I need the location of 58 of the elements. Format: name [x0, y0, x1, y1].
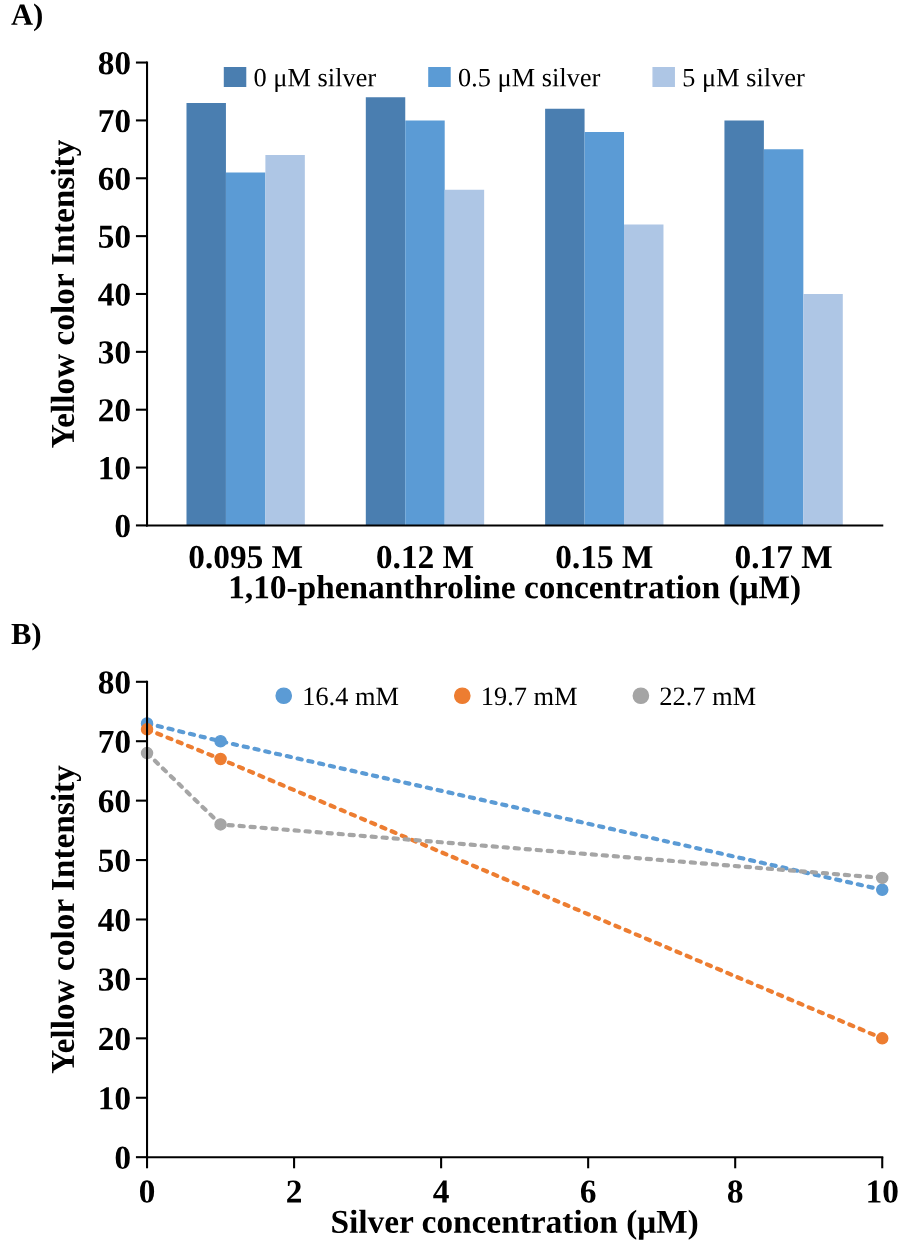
point — [214, 752, 227, 766]
y-tick-label: 20 — [99, 1027, 130, 1051]
bar — [225, 172, 266, 526]
legend-label: 5 μM silver — [683, 67, 805, 92]
legend-label: 19.7 mM — [483, 687, 577, 706]
bar — [365, 97, 406, 526]
x-tick-label: 10 — [868, 1180, 898, 1203]
x-tick-label: 0.15 M — [556, 545, 653, 569]
bar — [584, 131, 625, 526]
x-tick-label: 4 — [433, 1180, 449, 1203]
point — [875, 1032, 889, 1045]
legend-label: 0 μM silver — [254, 67, 376, 92]
y-tick-label: 70 — [99, 109, 130, 133]
bar — [545, 108, 585, 526]
chart-title: B) — [11, 622, 41, 651]
x-tick-label: 0.12 M — [377, 545, 474, 569]
y-axis-title: Yellow color Intensity — [50, 139, 82, 448]
y-tick-label: 40 — [98, 908, 130, 932]
y-tick-label: 0 — [115, 1146, 130, 1170]
y-tick-label: 30 — [98, 968, 130, 991]
point — [214, 734, 227, 748]
y-axis-title: Yellow color Intensity — [50, 765, 82, 1074]
chart-title: A) — [11, 3, 42, 32]
x-axis-title: Silver concentration (μM) — [332, 1209, 698, 1240]
y-tick-label: 20 — [99, 399, 130, 422]
y-tick-label: 80 — [98, 671, 130, 694]
y-tick-label: 50 — [99, 225, 130, 249]
y-tick-label: 80 — [98, 51, 130, 75]
y-tick-label: 10 — [100, 1087, 130, 1110]
y-tick-label: 60 — [98, 790, 130, 813]
y-tick-label: 0 — [115, 514, 130, 538]
point — [875, 871, 889, 885]
y-tick-label: 50 — [99, 849, 130, 872]
x-tick-label: 8 — [727, 1180, 743, 1203]
bar — [763, 149, 804, 526]
bar — [803, 293, 843, 526]
bar — [444, 189, 485, 526]
point — [875, 883, 889, 897]
legend-label: 0.5 μM silver — [458, 67, 601, 92]
x-tick-label: 2 — [287, 1180, 301, 1203]
x-tick-label: 0.17 M — [735, 545, 832, 569]
bar — [624, 224, 664, 526]
point — [214, 818, 227, 831]
legend-label: 16.4 mM — [304, 687, 399, 706]
y-tick-label: 70 — [99, 730, 130, 754]
bar — [186, 103, 226, 526]
y-tick-label: 10 — [100, 456, 130, 480]
x-tick-label: 0 — [139, 1180, 155, 1203]
x-tick-label: 6 — [580, 1180, 596, 1203]
legend-label: 22.7 mM — [660, 687, 756, 706]
y-tick-label: 40 — [98, 283, 130, 306]
bar — [405, 120, 445, 526]
bar — [724, 120, 764, 526]
y-tick-label: 60 — [98, 167, 130, 191]
bar — [265, 155, 305, 526]
x-axis-title: 1,10-phenanthroline concentration (μM) — [230, 575, 800, 606]
y-tick-label: 30 — [98, 341, 130, 364]
x-tick-label: 0.095 M — [189, 545, 303, 569]
